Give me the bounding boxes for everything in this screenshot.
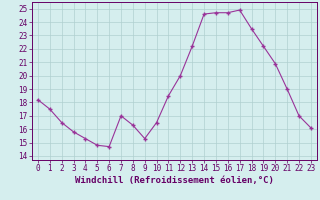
X-axis label: Windchill (Refroidissement éolien,°C): Windchill (Refroidissement éolien,°C) [75,176,274,185]
